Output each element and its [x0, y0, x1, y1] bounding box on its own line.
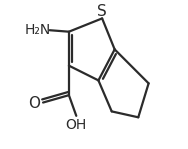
Text: S: S: [97, 4, 107, 18]
Text: O: O: [28, 96, 40, 111]
Text: H₂N: H₂N: [25, 23, 51, 37]
Text: OH: OH: [66, 118, 87, 132]
